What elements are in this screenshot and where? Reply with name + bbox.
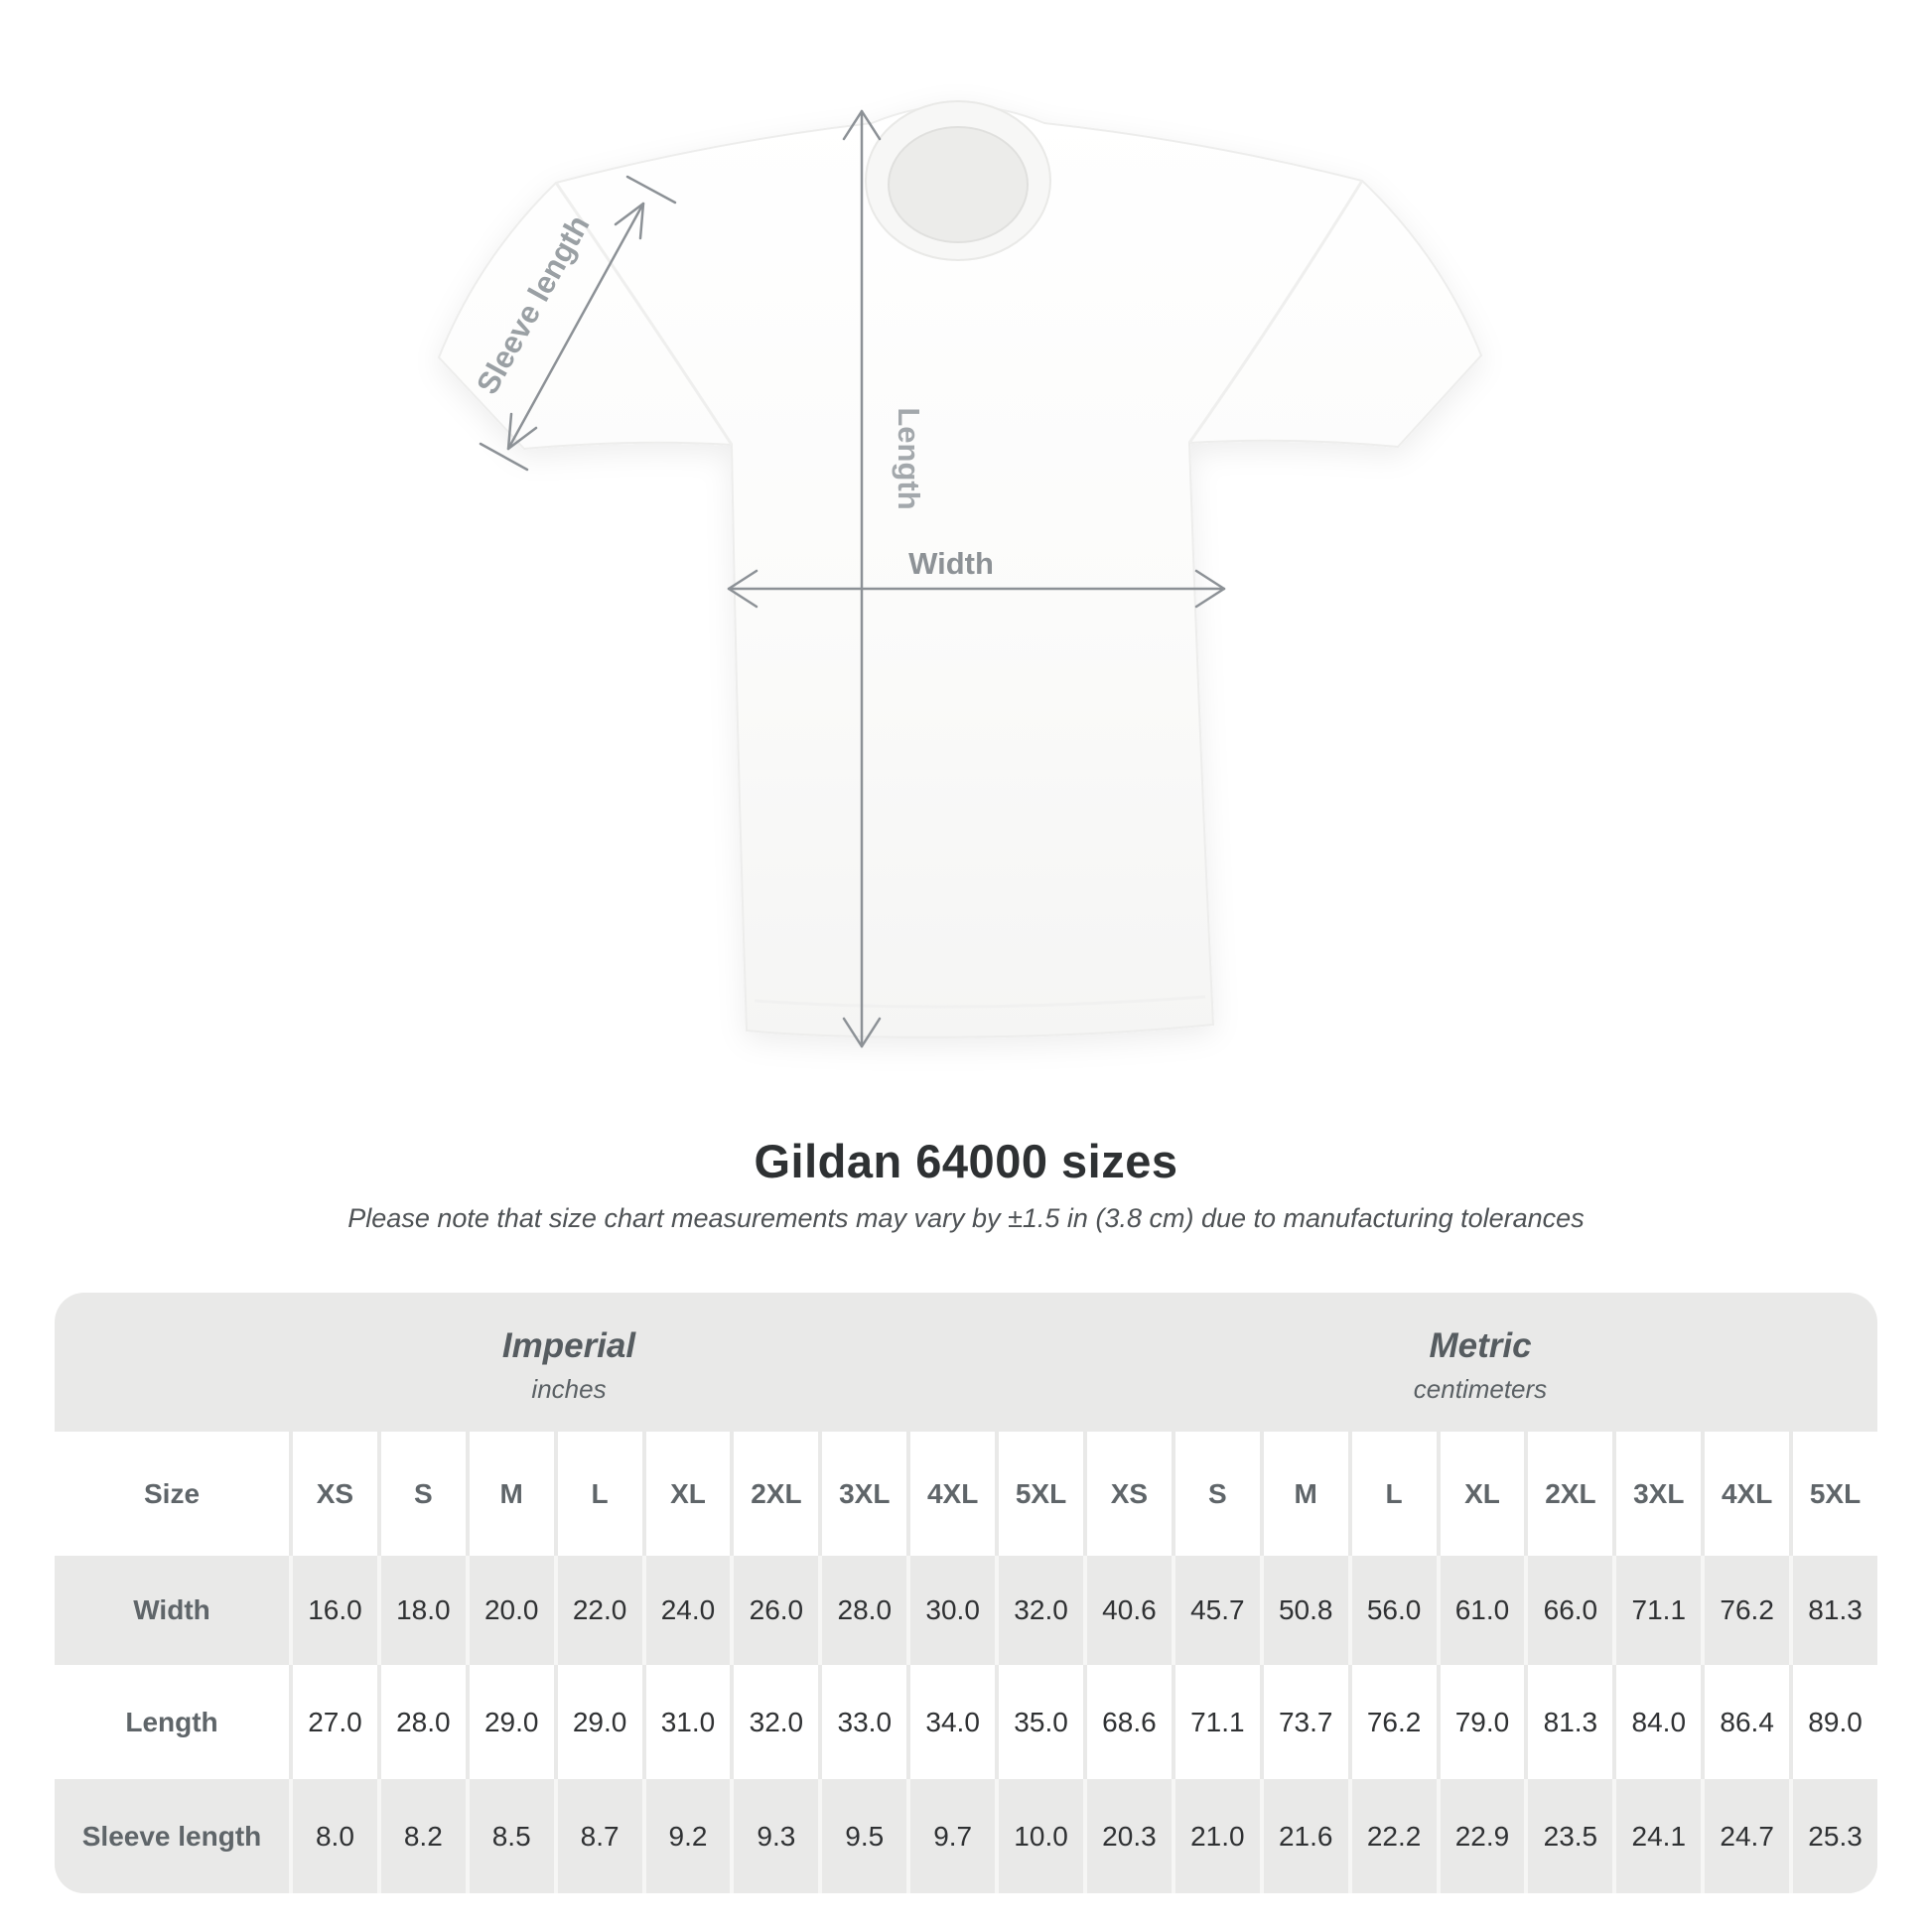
- table-row-length: Length 27.0 28.0 29.0 29.0 31.0 32.0 33.…: [55, 1665, 1877, 1779]
- size-header: 4XL: [906, 1432, 996, 1556]
- size-header: L: [553, 1432, 642, 1556]
- value-cell: 29.0: [465, 1665, 554, 1779]
- metric-group-header: Metric centimeters: [1083, 1293, 1877, 1432]
- row-label: Sleeve length: [55, 1779, 289, 1893]
- value-cell: 21.0: [1171, 1779, 1260, 1893]
- value-cell: 23.5: [1524, 1779, 1613, 1893]
- value-cell: 9.2: [641, 1779, 731, 1893]
- value-cell: 24.7: [1701, 1779, 1790, 1893]
- tolerance-note: Please note that size chart measurements…: [347, 1203, 1585, 1233]
- value-cell: 21.6: [1259, 1779, 1348, 1893]
- size-header: 3XL: [818, 1432, 907, 1556]
- size-header: M: [1259, 1432, 1348, 1556]
- value-cell: 61.0: [1436, 1556, 1525, 1665]
- tshirt-image: [437, 100, 1483, 1038]
- value-cell: 22.2: [1347, 1779, 1437, 1893]
- value-cell: 20.0: [465, 1556, 554, 1665]
- collar-opening: [888, 126, 1029, 243]
- value-cell: 66.0: [1524, 1556, 1613, 1665]
- value-cell: 29.0: [553, 1665, 642, 1779]
- size-header: 4XL: [1701, 1432, 1790, 1556]
- size-header: XL: [641, 1432, 731, 1556]
- value-cell: 56.0: [1347, 1556, 1437, 1665]
- value-cell: 76.2: [1701, 1556, 1790, 1665]
- value-cell: 9.5: [818, 1779, 907, 1893]
- value-cell: 71.1: [1171, 1665, 1260, 1779]
- unit-header-row: Imperial inches Metric centimeters: [55, 1293, 1877, 1432]
- size-header: XS: [289, 1432, 377, 1556]
- value-cell: 31.0: [641, 1665, 731, 1779]
- row-label: Width: [55, 1556, 289, 1665]
- value-cell: 10.0: [995, 1779, 1083, 1893]
- value-cell: 24.0: [641, 1556, 731, 1665]
- value-cell: 22.9: [1436, 1779, 1525, 1893]
- value-cell: 22.0: [553, 1556, 642, 1665]
- value-cell: 20.3: [1082, 1779, 1172, 1893]
- size-header: 5XL: [1789, 1432, 1877, 1556]
- value-cell: 35.0: [995, 1665, 1083, 1779]
- table-row-width: Width 16.0 18.0 20.0 22.0 24.0 26.0 28.0…: [55, 1556, 1877, 1665]
- value-cell: 30.0: [906, 1556, 996, 1665]
- value-cell: 9.3: [730, 1779, 819, 1893]
- length-label: Length: [892, 407, 926, 509]
- table-row-sleeve-length: Sleeve length 8.0 8.2 8.5 8.7 9.2 9.3 9.…: [55, 1779, 1877, 1893]
- page-title: Gildan 64000 sizes: [754, 1135, 1178, 1187]
- size-header: 5XL: [995, 1432, 1083, 1556]
- size-column-header: Size: [55, 1432, 289, 1556]
- value-cell: 79.0: [1436, 1665, 1525, 1779]
- size-header-row: Size XS S M L XL 2XL 3XL 4XL 5XL XS S M …: [55, 1432, 1877, 1556]
- size-header: XS: [1082, 1432, 1172, 1556]
- size-header: L: [1347, 1432, 1437, 1556]
- value-cell: 81.3: [1524, 1665, 1613, 1779]
- value-cell: 18.0: [376, 1556, 466, 1665]
- value-cell: 71.1: [1612, 1556, 1702, 1665]
- value-cell: 27.0: [289, 1665, 377, 1779]
- sleeve-length-arrow: [479, 175, 677, 472]
- value-cell: 32.0: [730, 1665, 819, 1779]
- value-cell: 86.4: [1701, 1665, 1790, 1779]
- imperial-label: Imperial: [501, 1325, 636, 1365]
- size-header: 2XL: [730, 1432, 819, 1556]
- value-cell: 8.7: [553, 1779, 642, 1893]
- value-cell: 28.0: [376, 1665, 466, 1779]
- row-label: Length: [55, 1665, 289, 1779]
- value-cell: 81.3: [1789, 1556, 1877, 1665]
- value-cell: 8.0: [289, 1779, 377, 1893]
- value-cell: 24.1: [1612, 1779, 1702, 1893]
- value-cell: 89.0: [1789, 1665, 1877, 1779]
- size-table: Imperial inches Metric centimeters Size …: [55, 1293, 1877, 1893]
- size-header: S: [1171, 1432, 1260, 1556]
- size-header: XL: [1436, 1432, 1525, 1556]
- value-cell: 8.2: [376, 1779, 466, 1893]
- value-cell: 50.8: [1259, 1556, 1348, 1665]
- width-label: Width: [908, 546, 994, 581]
- length-arrow: [842, 109, 882, 1048]
- value-cell: 40.6: [1082, 1556, 1172, 1665]
- value-cell: 28.0: [818, 1556, 907, 1665]
- value-cell: 34.0: [906, 1665, 996, 1779]
- value-cell: 16.0: [289, 1556, 377, 1665]
- value-cell: 32.0: [995, 1556, 1083, 1665]
- size-header: M: [465, 1432, 554, 1556]
- value-cell: 73.7: [1259, 1665, 1348, 1779]
- metric-unit: centimeters: [1413, 1373, 1548, 1404]
- value-cell: 26.0: [730, 1556, 819, 1665]
- size-header: S: [376, 1432, 466, 1556]
- value-cell: 68.6: [1082, 1665, 1172, 1779]
- value-cell: 84.0: [1612, 1665, 1702, 1779]
- value-cell: 33.0: [818, 1665, 907, 1779]
- width-arrow: [727, 569, 1226, 609]
- value-cell: 45.7: [1171, 1556, 1260, 1665]
- value-cell: 25.3: [1789, 1779, 1877, 1893]
- imperial-group-header: Imperial inches: [55, 1293, 1083, 1432]
- imperial-unit: inches: [531, 1373, 607, 1404]
- metric-label: Metric: [1429, 1325, 1532, 1365]
- value-cell: 76.2: [1347, 1665, 1437, 1779]
- value-cell: 9.7: [906, 1779, 996, 1893]
- tshirt-measurement-diagram: Sleeve length Length Width: [437, 100, 1483, 1048]
- size-header: 3XL: [1612, 1432, 1702, 1556]
- value-cell: 8.5: [465, 1779, 554, 1893]
- size-header: 2XL: [1524, 1432, 1613, 1556]
